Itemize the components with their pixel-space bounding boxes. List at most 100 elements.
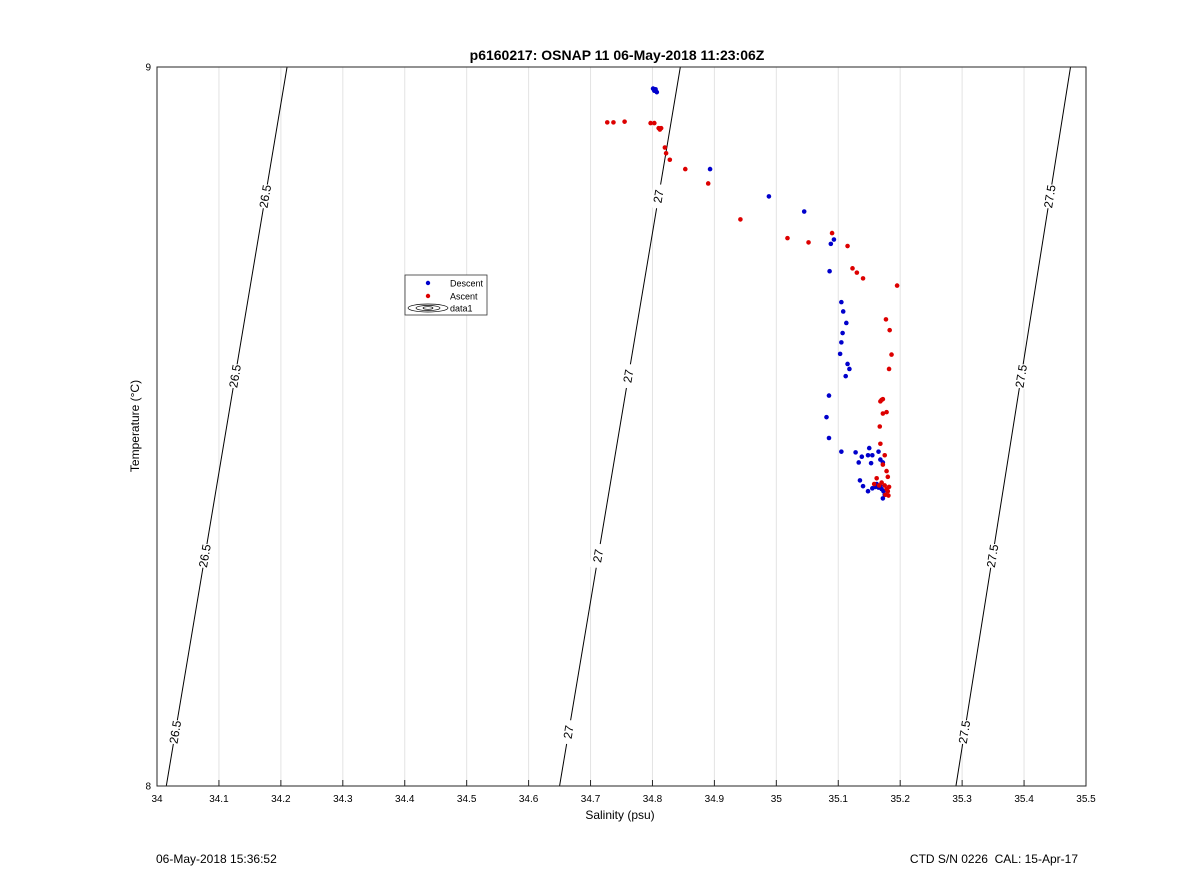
contour-label-bg <box>226 363 245 390</box>
descent-point <box>801 209 807 214</box>
descent-point <box>880 496 886 501</box>
ascent-point <box>850 266 855 271</box>
x-tick-label: 34.3 <box>333 794 353 805</box>
descent-point <box>870 452 875 458</box>
descent-point <box>839 449 844 454</box>
ascent-point <box>829 230 835 236</box>
legend-box <box>404 274 488 316</box>
data-points <box>604 86 900 501</box>
contour-label-bg <box>196 542 214 569</box>
legend-contour-icon <box>407 303 449 313</box>
legend-ascent-label: Ascent <box>450 292 478 302</box>
contour-label: 27.5 <box>1041 183 1059 209</box>
descent-point <box>826 435 832 441</box>
ascent-point <box>884 468 889 474</box>
ascent-point <box>882 483 888 488</box>
contour-label-bg <box>1012 363 1031 390</box>
ascent-point <box>667 157 673 163</box>
ascent-point <box>878 441 883 447</box>
x-tick-label: 35 <box>771 794 783 805</box>
descent-point <box>840 309 846 314</box>
grid-lines <box>218 67 1025 786</box>
contour-label-bg <box>955 719 974 746</box>
x-tick-label: 34 <box>151 794 163 805</box>
descent-point <box>840 330 845 336</box>
y-axis-label: Temperature (°C) <box>128 380 142 472</box>
ascent-point <box>882 452 888 458</box>
ascent-point <box>738 217 743 222</box>
plot-area-frame <box>156 66 1087 787</box>
ascent-point <box>806 240 811 245</box>
ascent-point <box>658 125 664 131</box>
ascent-point <box>604 120 610 125</box>
ascent-point <box>886 366 892 372</box>
x-tick-label: 34.6 <box>519 794 539 805</box>
contour-label: 27.5 <box>984 543 1002 569</box>
contour-label-bg <box>166 719 185 746</box>
x-tick-label: 34.8 <box>643 794 663 805</box>
contour-label-bg <box>619 363 638 390</box>
contour-label-bg <box>559 719 578 746</box>
descent-point <box>828 241 834 247</box>
descent-point <box>845 361 850 367</box>
isopycnal-line <box>559 66 681 787</box>
descent-point <box>865 488 871 494</box>
ascent-point <box>880 411 886 416</box>
ascent-point <box>682 166 688 172</box>
x-tick-label: 34.1 <box>209 794 229 805</box>
ascent-point <box>883 317 889 322</box>
contour-label: 27 <box>620 368 636 384</box>
ascent-point <box>886 484 892 490</box>
descent-point <box>847 366 852 372</box>
x-tick-label: 34.4 <box>395 794 415 805</box>
ascent-point <box>877 424 883 429</box>
ascent-point <box>874 475 879 481</box>
descent-point <box>860 483 866 489</box>
descent-point <box>865 452 871 458</box>
contour-label-bg <box>1041 183 1059 210</box>
ascent-point <box>860 276 866 281</box>
ascent-point <box>611 120 616 125</box>
x-tick-label: 34.9 <box>705 794 725 805</box>
legend-descent-label: Descent <box>450 279 484 289</box>
ascent-point <box>648 120 653 126</box>
footer-timestamp: 06-May-2018 15:36:52 <box>156 852 277 866</box>
ascent-point <box>871 481 877 487</box>
ascent-point <box>889 352 894 357</box>
footer-ctd-info: CTD S/N 0226 CAL: 15-Apr-17 <box>909 852 1078 866</box>
ascent-point <box>845 243 850 249</box>
descent-point <box>831 237 837 242</box>
descent-point <box>837 351 843 357</box>
legend-ascent-marker <box>425 293 431 299</box>
contour-label: 27 <box>561 724 577 740</box>
contour-label-bg <box>983 542 1002 569</box>
descent-point <box>856 460 862 465</box>
descent-point <box>839 299 844 305</box>
descent-point <box>826 393 832 398</box>
descent-point <box>876 449 881 454</box>
x-tick-label: 35.1 <box>829 794 849 805</box>
chart-legend: Descent Ascent data1 <box>404 274 488 316</box>
contour-label: 26.5 <box>256 183 274 209</box>
ascent-point <box>854 270 860 275</box>
legend-data1-label: data1 <box>450 304 473 314</box>
descent-series <box>650 86 888 501</box>
ascent-point <box>662 145 668 150</box>
descent-point <box>857 478 863 483</box>
isopycnal-line <box>955 66 1072 787</box>
contour-label: 27 <box>590 548 606 564</box>
x-tick-label: 35.5 <box>1076 794 1096 805</box>
contour-label: 27 <box>651 188 667 204</box>
x-tick-label: 35.2 <box>890 794 910 805</box>
descent-point <box>766 194 772 199</box>
descent-point <box>824 414 829 420</box>
ascent-series <box>604 119 900 498</box>
isopycnal-line <box>165 66 288 787</box>
contour-label-bg <box>649 183 668 210</box>
descent-point <box>707 166 713 172</box>
y-tick-label: 9 <box>145 63 151 74</box>
ascent-point <box>880 462 886 467</box>
descent-point <box>654 89 660 95</box>
density-contours: 26.5 26.5 26.5 26.5 27 27 27 27 27.5 27.5 27.5 27.5 <box>165 66 1072 787</box>
x-tick-label: 35.4 <box>1014 794 1034 805</box>
